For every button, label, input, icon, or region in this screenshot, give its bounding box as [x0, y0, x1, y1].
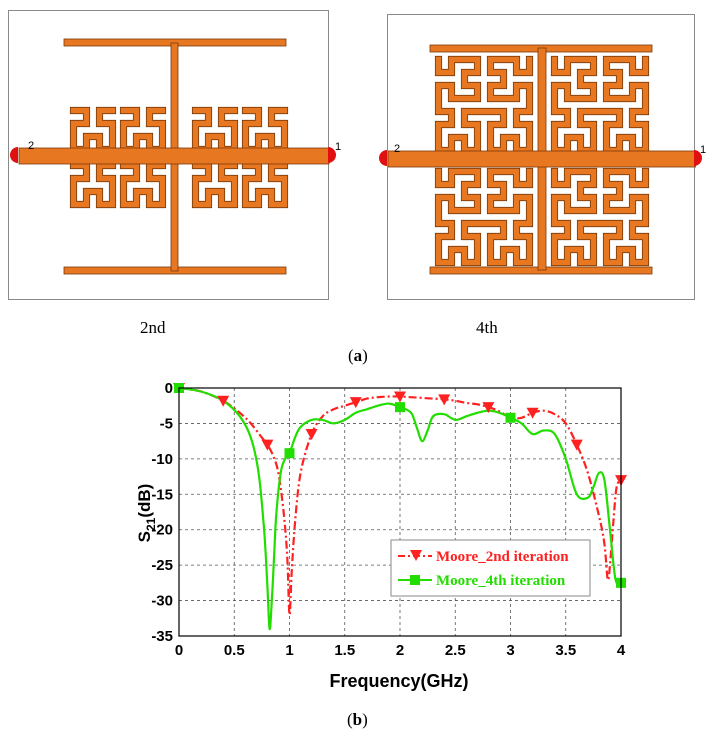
moore-cell-br2-edge — [241, 161, 289, 209]
s21-chart: 0 0.5 1 1.5 2 2.5 3 3.5 4 0-5-10-15-20-25-30-35 … — [135, 380, 627, 691]
moore-cell-tr — [551, 56, 649, 154]
y-tick-label: -10 — [151, 451, 173, 468]
layout-2nd-iteration — [8, 10, 330, 300]
moore-cell-bl2 — [120, 162, 166, 208]
moore-4th-geometry — [388, 44, 696, 275]
label-2nd: 2nd — [140, 318, 166, 337]
feed-line — [388, 150, 696, 168]
resonator-4th — [388, 44, 696, 275]
y-tick-label: -25 — [151, 557, 173, 574]
y-tick-label: -35 — [151, 628, 173, 645]
x-tick-label: 1.5 — [334, 642, 355, 659]
moore-cell-tl — [435, 56, 533, 154]
moore-cell-bl2-edge — [119, 161, 167, 209]
feed-line — [18, 147, 330, 165]
x-tick-label: 4 — [617, 642, 626, 659]
legend-box — [390, 539, 591, 597]
caption-a: (a) — [348, 346, 368, 365]
legend-marker-square — [410, 575, 420, 585]
marker-2nd — [526, 407, 539, 419]
x-tick-label: 3.5 — [555, 642, 576, 659]
port-2-label-left-4th: 2 — [394, 143, 401, 155]
moore-cell-br-edge — [191, 161, 239, 209]
marker-2nd — [261, 439, 274, 451]
y-label-main: S — [135, 531, 154, 542]
y-tick-label: 0 — [165, 380, 173, 397]
y-tick-labels: 0 -5 -10 -15 -20 -25 -30 -35 — [151, 380, 173, 645]
x-tick-label: 2 — [396, 642, 404, 659]
marker-2nd — [570, 439, 583, 451]
moore-cell-tr2-edge — [241, 106, 289, 154]
port-1-label-right-4th: 1 — [700, 144, 707, 156]
moore-cell-tl-edge — [69, 106, 117, 154]
y-label-sub: 21 — [144, 517, 158, 531]
plot-frame — [178, 387, 622, 637]
legend: Moore_2nd iteration Moore_4th iteration — [390, 539, 591, 597]
moore-cell-br — [551, 168, 649, 266]
marker-2nd — [349, 397, 362, 409]
legend-label-4th: Moore_4th iteration — [436, 573, 566, 589]
moore-cell-bl-edge — [69, 161, 117, 209]
y-label-unit: (dB) — [135, 484, 154, 518]
marker-4th — [395, 402, 405, 413]
x-tick-label: 3 — [506, 642, 514, 659]
port-1-label-right: 1 — [335, 141, 342, 153]
caption-b: (b) — [347, 710, 368, 729]
x-tick-label: 2.5 — [445, 642, 466, 659]
x-tick-label: 0.5 — [224, 642, 245, 659]
port-2-label-left: 2 — [28, 140, 35, 152]
y-tick-label: -15 — [151, 486, 173, 503]
moore-cell-tl — [70, 107, 116, 153]
marker-4th — [505, 412, 516, 423]
moore-cell-tr — [192, 107, 238, 153]
y-tick-label: -5 — [160, 415, 173, 432]
marker-2nd — [217, 395, 230, 407]
moore-cell-bl — [435, 168, 533, 266]
moore-cell-tl2 — [120, 107, 166, 153]
moore-cell-br2 — [242, 162, 288, 208]
legend-label-2nd: Moore_2nd iteration — [436, 549, 569, 565]
x-tick-label: 0 — [175, 642, 183, 659]
moore-cell-br — [192, 162, 238, 208]
moore-cell-tr-edge — [191, 106, 239, 154]
moore-2nd-geometry — [18, 38, 330, 275]
marker-2nd — [482, 402, 495, 414]
port-cap-left-4th — [379, 150, 387, 166]
y-axis-label: S21(dB) — [135, 484, 158, 543]
marker-2nd — [305, 429, 318, 441]
legend-marker-triangle — [410, 550, 422, 561]
layout-4th-iteration — [387, 14, 696, 300]
x-axis-label: Frequency(GHz) — [329, 671, 468, 691]
moore-cell-tr2 — [242, 107, 288, 153]
y-tick-label: -20 — [151, 522, 173, 539]
svg-text:S21(dB): S21(dB) — [135, 484, 158, 543]
label-4th: 4th — [476, 318, 498, 337]
resonator-2nd — [18, 38, 330, 275]
marker-4th — [284, 448, 295, 459]
marker-2nd — [438, 394, 451, 406]
x-tick-labels: 0 0.5 1 1.5 2 2.5 3 3.5 4 — [175, 642, 626, 659]
marker-2nd — [394, 391, 406, 403]
x-tick-label: 1 — [285, 642, 293, 659]
moore-cell-bl — [70, 162, 116, 208]
y-tick-label: -30 — [151, 593, 173, 610]
moore-cell-tl2-edge — [119, 106, 167, 154]
